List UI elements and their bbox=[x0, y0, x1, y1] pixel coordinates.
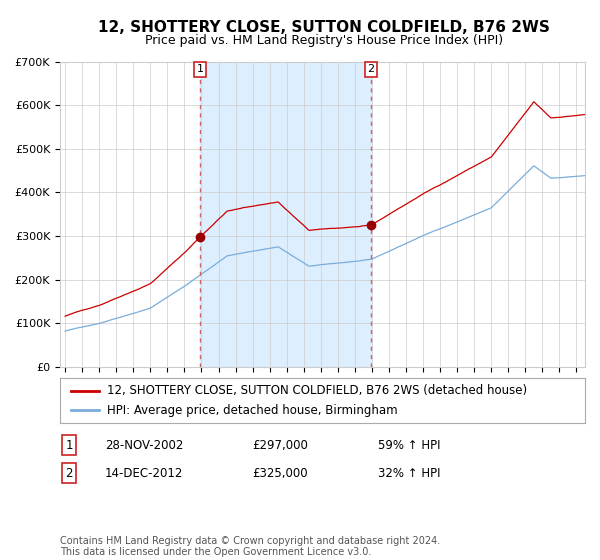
Text: 59% ↑ HPI: 59% ↑ HPI bbox=[378, 438, 440, 452]
Text: Price paid vs. HM Land Registry's House Price Index (HPI): Price paid vs. HM Land Registry's House … bbox=[145, 34, 503, 46]
Text: Contains HM Land Registry data © Crown copyright and database right 2024.
This d: Contains HM Land Registry data © Crown c… bbox=[60, 535, 440, 557]
Text: 12, SHOTTERY CLOSE, SUTTON COLDFIELD, B76 2WS (detached house): 12, SHOTTERY CLOSE, SUTTON COLDFIELD, B7… bbox=[107, 384, 527, 397]
Text: 28-NOV-2002: 28-NOV-2002 bbox=[105, 438, 184, 452]
Text: 32% ↑ HPI: 32% ↑ HPI bbox=[378, 466, 440, 480]
Text: £325,000: £325,000 bbox=[252, 466, 308, 480]
Bar bbox=[200, 62, 371, 367]
Text: £297,000: £297,000 bbox=[252, 438, 308, 452]
Text: 1: 1 bbox=[65, 438, 73, 452]
Text: 2: 2 bbox=[368, 64, 374, 74]
Text: 1: 1 bbox=[196, 64, 203, 74]
Text: 12, SHOTTERY CLOSE, SUTTON COLDFIELD, B76 2WS: 12, SHOTTERY CLOSE, SUTTON COLDFIELD, B7… bbox=[98, 20, 550, 35]
Text: 14-DEC-2012: 14-DEC-2012 bbox=[105, 466, 184, 480]
Text: 2: 2 bbox=[65, 466, 73, 480]
Text: HPI: Average price, detached house, Birmingham: HPI: Average price, detached house, Birm… bbox=[107, 404, 398, 417]
